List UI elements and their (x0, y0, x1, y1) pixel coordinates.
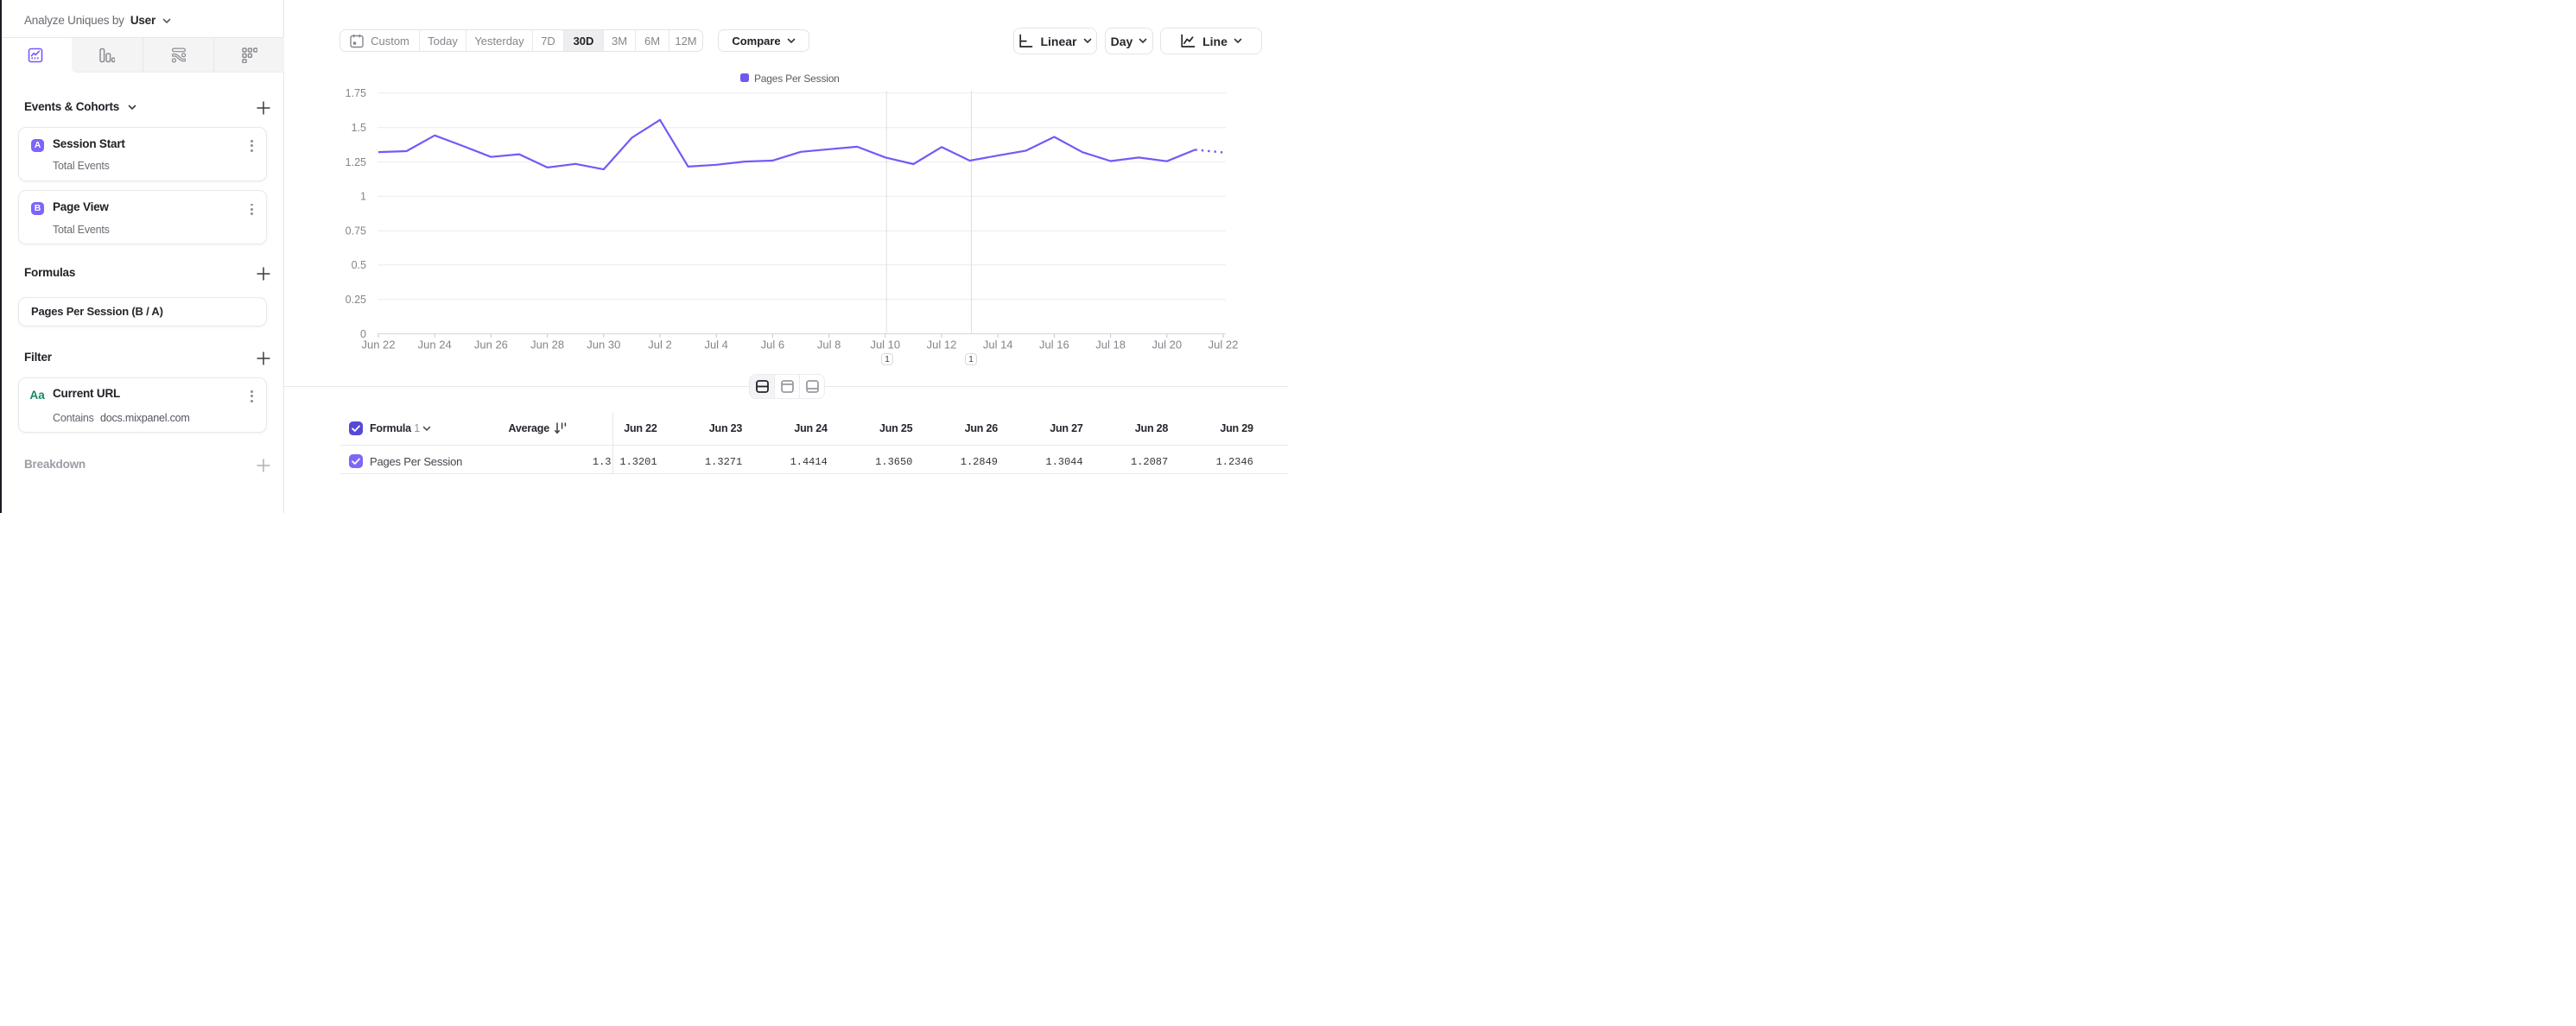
svg-text:Jul 14: Jul 14 (983, 339, 1013, 352)
svg-text:1: 1 (360, 191, 366, 203)
svg-text:Jul 18: Jul 18 (1095, 339, 1126, 352)
svg-text:Jun 28: Jun 28 (530, 339, 564, 352)
svg-text:1.75: 1.75 (346, 87, 366, 99)
svg-text:Jul 16: Jul 16 (1039, 339, 1069, 352)
svg-text:Jul 6: Jul 6 (761, 339, 784, 352)
svg-text:Jul 22: Jul 22 (1209, 339, 1239, 352)
svg-text:Jul 2: Jul 2 (648, 339, 671, 352)
svg-text:Jun 30: Jun 30 (587, 339, 620, 352)
svg-text:0.5: 0.5 (352, 259, 366, 271)
svg-text:1.5: 1.5 (352, 122, 366, 134)
svg-text:Jun 22: Jun 22 (361, 339, 395, 352)
svg-text:0.75: 0.75 (346, 225, 366, 238)
svg-text:1.25: 1.25 (346, 156, 366, 168)
svg-text:Jun 24: Jun 24 (418, 339, 452, 352)
svg-text:Jun 26: Jun 26 (474, 339, 508, 352)
svg-text:Jul 10: Jul 10 (870, 339, 900, 352)
svg-text:0.25: 0.25 (346, 294, 366, 306)
svg-text:Jul 4: Jul 4 (704, 339, 727, 352)
svg-text:Jul 8: Jul 8 (817, 339, 841, 352)
svg-text:Jul 20: Jul 20 (1152, 339, 1182, 352)
svg-text:Jul 12: Jul 12 (927, 339, 957, 352)
svg-text:0: 0 (360, 328, 366, 340)
